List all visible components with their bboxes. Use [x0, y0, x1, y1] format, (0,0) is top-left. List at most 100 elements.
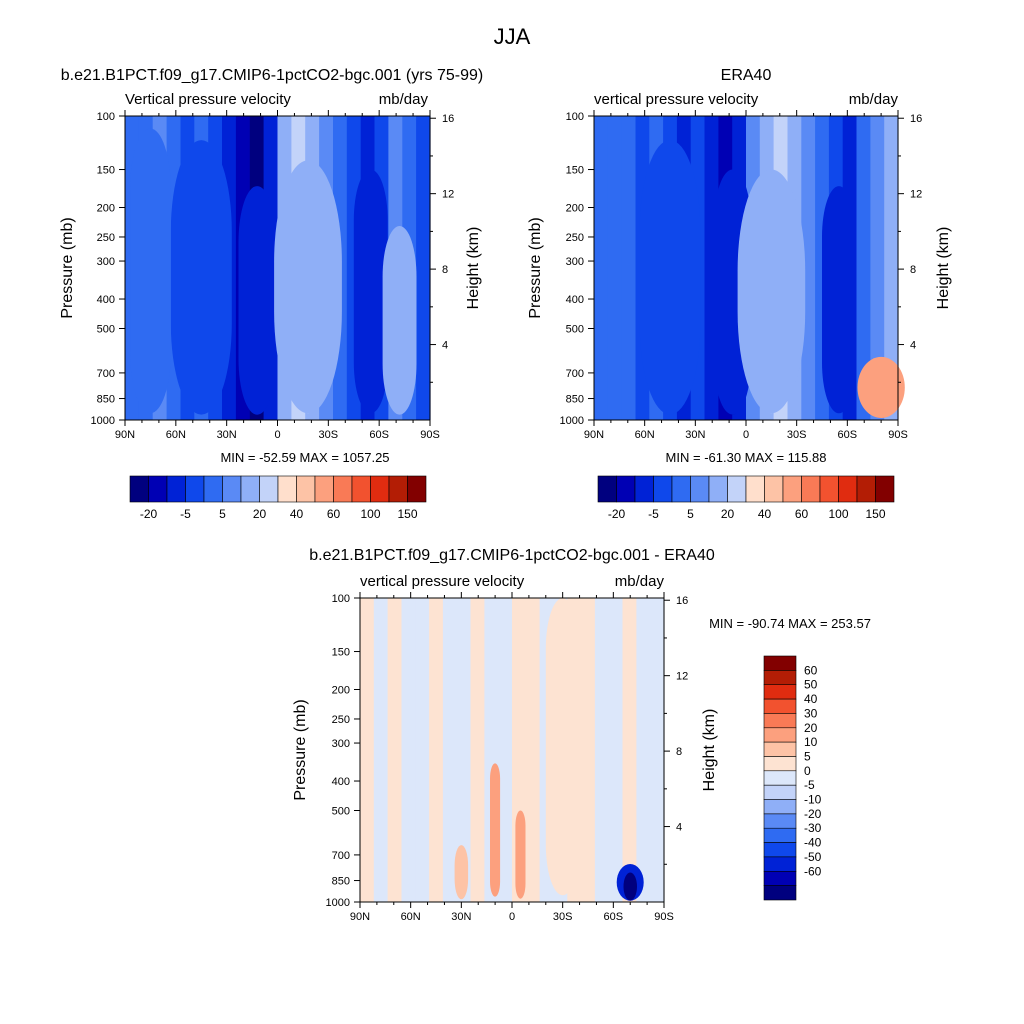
colorbar-label: -20	[140, 507, 158, 521]
colorbar-swatch	[727, 475, 747, 503]
y-tick-label: 300	[332, 738, 350, 750]
y-tick-label: 150	[332, 647, 350, 659]
height-tick-label: 4	[676, 822, 682, 834]
colorbar-swatch	[616, 475, 636, 503]
colorbar-swatch	[129, 475, 149, 503]
colorbar-label: -5	[648, 507, 659, 521]
colorbar-label: 100	[360, 507, 380, 521]
x-tick-label: 60S	[838, 429, 858, 441]
height-tick-label: 8	[442, 264, 448, 276]
panel-difference-subtitle-left: vertical pressure velocity	[360, 573, 525, 590]
contour-feature	[353, 169, 388, 414]
colorbar-label: 5	[687, 507, 694, 521]
x-tick-label: 0	[509, 911, 515, 923]
contour-band	[525, 598, 541, 902]
contour-band	[650, 598, 665, 902]
y-tick-label: 300	[97, 256, 115, 268]
y-tick-label: 300	[566, 256, 584, 268]
colorbar-swatch	[838, 475, 858, 503]
y-tick-label: 500	[97, 323, 115, 335]
contour-band	[581, 598, 596, 902]
y-tick-label: 850	[97, 394, 115, 406]
colorbar-label: -5	[180, 507, 191, 521]
x-tick-label: 90N	[115, 429, 135, 441]
y-tick-label: 850	[566, 394, 584, 406]
contour-feature	[454, 845, 469, 900]
y-tick-label: 250	[97, 232, 115, 244]
colorbar-swatch	[763, 655, 797, 671]
colorbar-swatch	[764, 475, 784, 503]
colorbar-swatch	[407, 475, 427, 503]
height-tick-label: 16	[910, 113, 922, 125]
colorbar-label: 60	[804, 663, 818, 677]
colorbar-swatch	[745, 475, 765, 503]
x-tick-label: 90N	[584, 429, 604, 441]
colorbar-label: -30	[804, 821, 822, 835]
panel-difference: b.e21.B1PCT.f09_g17.CMIP6-1pctCO2-bgc.00…	[292, 547, 871, 923]
contour-band	[415, 598, 430, 902]
contour-band	[360, 598, 375, 902]
contour-feature	[130, 128, 171, 414]
x-tick-label: 90N	[350, 911, 370, 923]
colorbar-swatch	[222, 475, 242, 503]
colorbar-swatch	[763, 670, 797, 686]
colorbar-swatch	[240, 475, 260, 503]
x-tick-label: 0	[274, 429, 280, 441]
colorbar-swatch	[597, 475, 617, 503]
colorbar-swatch	[875, 475, 895, 503]
x-tick-label: 60N	[166, 429, 186, 441]
x-tick-label: 60S	[604, 911, 624, 923]
colorbar-swatch	[763, 727, 797, 743]
contour-band	[621, 116, 636, 420]
y-tick-label: 1000	[560, 415, 584, 427]
colorbar-label: 150	[397, 507, 417, 521]
panel-difference-subtitle-right: mb/day	[615, 573, 665, 590]
contour-band	[429, 598, 444, 902]
panel-model-plot: 90N 60N 30N 0 30S 60S 90S 100 150 200 250 300 400 500…	[91, 110, 454, 441]
height-tick-label: 12	[910, 189, 922, 201]
y-tick-label: 100	[97, 111, 115, 123]
panel-era40-stats: MIN = -61.30 MAX = 115.88	[666, 450, 827, 465]
y-tick-label: 850	[332, 876, 350, 888]
colorbar-swatch	[763, 684, 797, 700]
contour-band	[442, 598, 458, 902]
contour-feature	[274, 160, 342, 414]
y-tick-label: 250	[332, 714, 350, 726]
y-tick-label: 250	[566, 232, 584, 244]
colorbar-swatch	[388, 475, 408, 503]
colorbar-swatch	[166, 475, 186, 503]
colorbar-label: -60	[804, 864, 822, 878]
height-tick-label: 16	[442, 113, 454, 125]
colorbar-swatch	[763, 813, 797, 829]
contour-feature	[623, 872, 637, 901]
y-tick-label: 700	[566, 368, 584, 380]
contour-band	[401, 598, 416, 902]
contour-band	[801, 116, 816, 420]
panel-era40-subtitle-right: mb/day	[849, 91, 899, 108]
colorbar-label: 40	[804, 692, 818, 706]
contour-feature	[515, 810, 526, 899]
contour-band	[373, 598, 389, 902]
panel-model-ylabel: Pressure (mb)	[59, 217, 76, 318]
x-tick-label: 30N	[217, 429, 237, 441]
colorbar-label: -5	[804, 778, 815, 792]
panel-model: b.e21.B1PCT.f09_g17.CMIP6-1pctCO2-bgc.00…	[59, 67, 483, 521]
y-tick-label: 500	[566, 323, 584, 335]
colorbar-label: 10	[804, 735, 818, 749]
colorbar-label: -20	[804, 807, 822, 821]
x-tick-label: 30S	[553, 911, 573, 923]
colorbar-label: 0	[804, 764, 811, 778]
height-tick-label: 8	[910, 264, 916, 276]
colorbar-swatch	[333, 475, 353, 503]
contour-feature	[490, 763, 501, 897]
colorbar-swatch	[763, 870, 797, 886]
colorbar-swatch	[259, 475, 279, 503]
colorbar-swatch	[763, 770, 797, 786]
y-tick-label: 100	[332, 593, 350, 605]
panel-era40-colorbar: -20 -5 5 20 40 60 100 150	[597, 475, 895, 521]
x-tick-label: 30N	[685, 429, 705, 441]
colorbar-swatch	[763, 799, 797, 815]
colorbar-swatch	[763, 885, 797, 901]
colorbar-swatch	[690, 475, 710, 503]
